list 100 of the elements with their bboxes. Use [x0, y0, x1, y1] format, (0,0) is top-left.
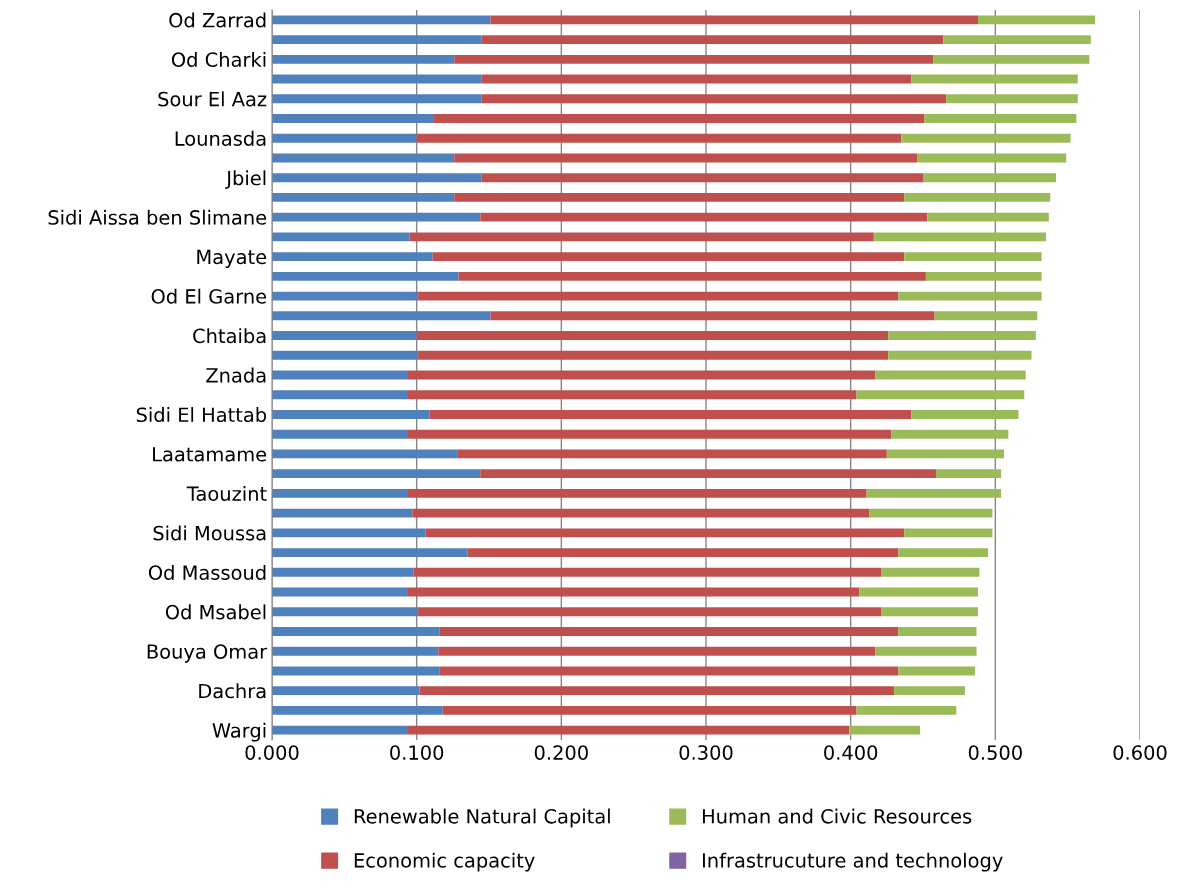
bar	[904, 252, 1042, 262]
y-tick-label: Lounasda	[175, 130, 266, 146]
bar	[432, 252, 905, 262]
bar	[438, 646, 876, 656]
legend-label: Economic capacity	[354, 852, 535, 872]
bar	[272, 35, 482, 45]
y-tick-label: Sidi Moussa	[153, 525, 266, 541]
bar	[272, 705, 443, 715]
bar	[272, 232, 410, 242]
bar	[413, 567, 882, 577]
y-tick-label: Wargi	[212, 722, 266, 742]
bar	[886, 449, 1005, 459]
bar	[866, 488, 1002, 498]
bar	[272, 15, 491, 25]
bar	[272, 469, 481, 479]
x-tick-label: 0.300	[679, 745, 733, 760]
bar	[481, 94, 947, 104]
y-tick-label: Od Zarrad	[169, 12, 266, 28]
x-tick-label: 0.100	[390, 745, 444, 760]
bar	[439, 666, 899, 676]
bar	[481, 35, 944, 45]
bar	[416, 331, 889, 340]
bar	[272, 390, 408, 400]
bar	[881, 567, 980, 577]
bar	[272, 212, 481, 222]
bar	[888, 350, 1032, 360]
bar	[272, 528, 426, 538]
bar	[409, 232, 874, 242]
bar	[454, 192, 905, 202]
legend-label: Human and Civic Resources	[702, 808, 972, 824]
bar	[898, 627, 977, 636]
bar	[873, 232, 1046, 242]
bar	[480, 212, 928, 222]
bar	[934, 311, 1038, 321]
bar	[923, 173, 1057, 183]
bar	[490, 311, 935, 321]
bar	[272, 429, 408, 439]
bar	[898, 291, 1042, 301]
bar	[894, 686, 965, 696]
bar	[481, 173, 923, 183]
bar	[425, 528, 905, 538]
bar	[881, 607, 978, 617]
y-tick-label: Mayate	[197, 249, 267, 269]
y-tick-label: Od Msabel	[165, 604, 266, 620]
bar	[458, 271, 926, 281]
bar	[859, 587, 978, 597]
bar	[490, 15, 978, 25]
bar	[272, 666, 440, 676]
bar	[272, 291, 419, 301]
bar	[442, 705, 857, 715]
bar	[407, 587, 860, 597]
bar	[429, 410, 912, 419]
bar	[856, 390, 1025, 400]
bar	[272, 271, 459, 281]
bar	[272, 350, 419, 360]
bar	[911, 410, 1019, 419]
y-tick-label: Sour El Aaz	[158, 91, 267, 107]
bar	[407, 725, 850, 735]
bar	[272, 94, 482, 104]
bar	[856, 705, 957, 715]
bar	[272, 311, 491, 321]
y-tick-label: Taouzint	[186, 485, 267, 502]
bar	[924, 114, 1077, 123]
bar	[898, 666, 976, 676]
bar	[943, 35, 1091, 45]
y-tick-label: Laatamame	[153, 447, 267, 462]
bar	[977, 15, 1096, 25]
bar	[849, 725, 921, 735]
y-tick-label: Od Charki	[171, 51, 266, 67]
bar	[272, 646, 439, 656]
bar	[272, 331, 417, 340]
bar	[927, 212, 1049, 222]
bar	[439, 627, 899, 636]
bar	[946, 94, 1078, 104]
x-tick-label: 0.200	[534, 745, 588, 760]
bar	[911, 74, 1078, 84]
bar	[936, 469, 1002, 479]
y-tick-label: Od Massoud	[148, 564, 266, 580]
bar	[434, 114, 925, 123]
bar	[933, 54, 1090, 64]
bar	[272, 54, 455, 64]
bar	[272, 173, 482, 183]
bar	[454, 54, 934, 64]
bar	[407, 390, 857, 400]
bar	[480, 469, 937, 479]
bar	[457, 449, 887, 459]
y-tick-label: Sidi Aissa ben Slimane	[48, 209, 267, 225]
y-tick-label: Chtaiba	[193, 328, 266, 344]
y-tick-label: Bouya Omar	[147, 644, 268, 663]
bar	[418, 350, 889, 360]
x-tick-label: 0.000	[245, 745, 299, 760]
bar	[272, 410, 430, 419]
bar	[272, 252, 433, 262]
bar	[904, 528, 993, 538]
bar	[419, 686, 895, 696]
bar	[412, 508, 870, 518]
legend-label: Renewable Natural Capital	[354, 808, 610, 828]
bar	[272, 133, 417, 143]
bar	[407, 429, 892, 439]
x-tick-label: 0.500	[968, 745, 1022, 760]
